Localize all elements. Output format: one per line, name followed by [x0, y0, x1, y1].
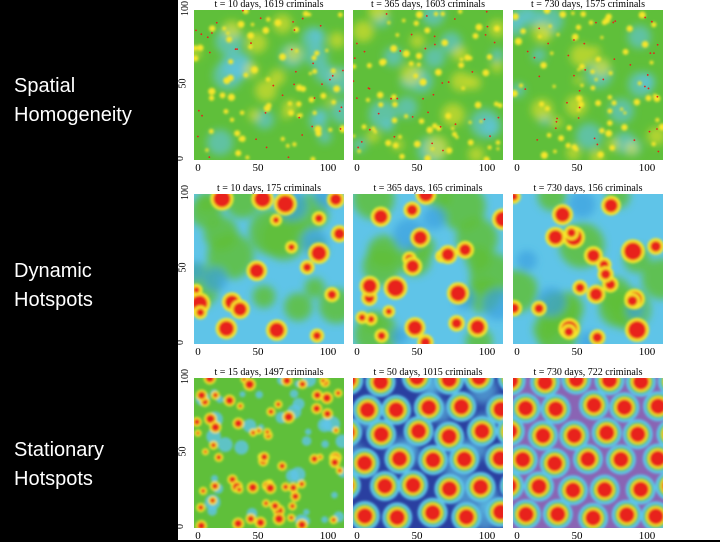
x-tick-label: 50 [412, 530, 423, 542]
heatmap-svg [194, 378, 344, 528]
heatmap-panel [513, 194, 663, 344]
heatmap-panel [513, 10, 663, 160]
x-tick-label: 100 [320, 530, 337, 542]
x-tick-label: 100 [479, 346, 496, 358]
y-tick-label: 50 [178, 79, 189, 89]
x-tick-label: 0 [195, 162, 201, 174]
row-label-line: Hotspots [14, 286, 93, 315]
x-tick-label: 50 [572, 530, 583, 542]
heatmap-svg [353, 378, 503, 528]
heatmap-panel [353, 194, 503, 344]
x-tick-label: 50 [253, 530, 264, 542]
x-tick-label: 100 [639, 162, 656, 174]
x-tick-label: 50 [412, 162, 423, 174]
x-tick-label: 0 [354, 346, 360, 358]
heatmap-panel [194, 194, 344, 344]
heatmap-svg [353, 10, 503, 160]
y-tick-label: 100 [180, 185, 191, 200]
heatmap-svg [353, 194, 503, 344]
row-label-line: Spatial [14, 72, 132, 101]
row-label-spatial-homogeneity: Spatial Homogeneity [14, 72, 132, 130]
x-tick-label: 0 [514, 530, 520, 542]
heatmap-svg [513, 194, 663, 344]
panel-title: t = 10 days, 175 criminals [217, 183, 321, 194]
x-tick-label: 50 [572, 162, 583, 174]
row-label-line: Stationary [14, 436, 104, 465]
panel-title: t = 730 days, 1575 criminals [531, 0, 645, 10]
panel-title: t = 15 days, 1497 criminals [215, 367, 324, 378]
x-tick-label: 0 [195, 530, 201, 542]
heatmap-svg [513, 10, 663, 160]
row-label-dynamic-hotspots: Dynamic Hotspots [14, 257, 93, 315]
heatmap-panel [194, 10, 344, 160]
panel-title: t = 730 days, 722 criminals [534, 367, 643, 378]
x-tick-label: 50 [253, 162, 264, 174]
y-tick-label: 50 [178, 263, 189, 273]
simulation-figure: 0 50 100 t = 10 days, 1619 criminals 0 50 100 t… [178, 0, 720, 540]
row-label-line: Dynamic [14, 257, 93, 286]
panel-title: t = 365 days, 1603 criminals [371, 0, 485, 10]
y-tick-label: 0 [175, 524, 186, 529]
y-tick-label: 0 [175, 340, 186, 345]
x-tick-label: 50 [412, 346, 423, 358]
y-tick-label: 100 [180, 369, 191, 384]
x-tick-label: 100 [479, 530, 496, 542]
heatmap-panel [353, 10, 503, 160]
x-tick-label: 100 [479, 162, 496, 174]
row-label-stationary-hotspots: Stationary Hotspots [14, 436, 104, 494]
panel-title: t = 10 days, 1619 criminals [215, 0, 324, 10]
y-tick-label: 0 [175, 156, 186, 161]
y-tick-label: 50 [178, 447, 189, 457]
x-tick-label: 0 [354, 162, 360, 174]
x-tick-label: 0 [514, 162, 520, 174]
x-tick-label: 0 [514, 346, 520, 358]
panel-title: t = 50 days, 1015 criminals [374, 367, 483, 378]
x-tick-label: 100 [320, 346, 337, 358]
heatmap-svg [513, 378, 663, 528]
x-tick-label: 100 [639, 530, 656, 542]
panel-title: t = 730 days, 156 criminals [534, 183, 643, 194]
x-tick-label: 100 [320, 162, 337, 174]
row-label-line: Homogeneity [14, 101, 132, 130]
heatmap-panel [353, 378, 503, 528]
heatmap-panel [513, 378, 663, 528]
heatmap-svg [194, 10, 344, 160]
y-tick-label: 100 [180, 1, 191, 16]
x-tick-label: 50 [572, 346, 583, 358]
x-tick-label: 0 [354, 530, 360, 542]
heatmap-panel [194, 378, 344, 528]
row-label-line: Hotspots [14, 465, 104, 494]
panel-title: t = 365 days, 165 criminals [374, 183, 483, 194]
x-tick-label: 0 [195, 346, 201, 358]
x-tick-label: 100 [639, 346, 656, 358]
x-tick-label: 50 [253, 346, 264, 358]
heatmap-svg [194, 194, 344, 344]
